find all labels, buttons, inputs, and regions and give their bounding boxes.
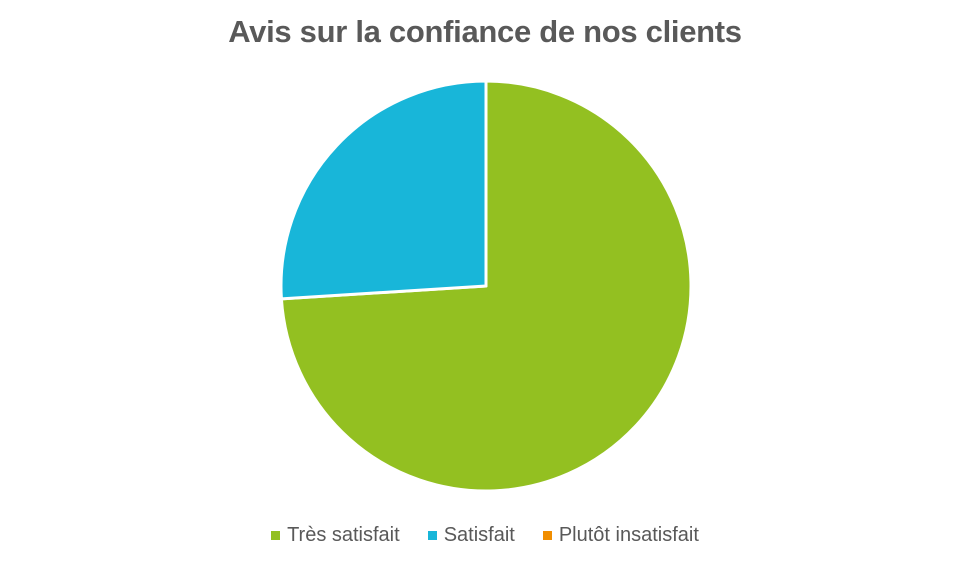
legend-item-plutot-insatisfait: Plutôt insatisfait [542, 524, 699, 547]
legend: Très satisfait Satisfait Plutôt insatisf… [0, 524, 970, 547]
legend-label-tres-satisfait: Très satisfait [287, 524, 400, 546]
chart-title: Avis sur la confiance de nos clients [228, 14, 742, 49]
legend-label-satisfait: Satisfait [443, 524, 515, 546]
pie-slice-satisfait [279, 79, 488, 301]
legend-swatch-tres-satisfait [271, 531, 281, 540]
legend-label-plutot-insatisfait: Plutôt insatisfait [558, 524, 699, 546]
legend-swatch-plutot-insatisfait [542, 531, 552, 540]
legend-item-satisfait: Satisfait [427, 524, 515, 547]
legend-item-tres-satisfait: Très satisfait [271, 524, 400, 547]
legend-swatch-satisfait [427, 531, 437, 540]
